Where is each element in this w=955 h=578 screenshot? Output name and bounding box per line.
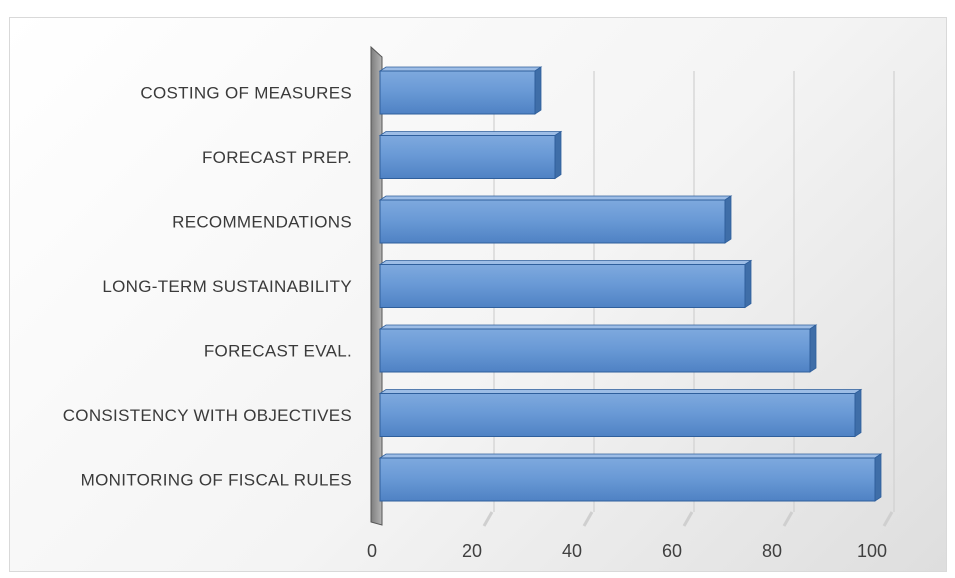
bar-top-face [378, 324, 818, 330]
category-label-consistency-with-objectives: CONSISTENCY WITH OBJECTIVES [63, 406, 352, 425]
bar-top-face [378, 131, 563, 136]
bar-forecast-prep [378, 130, 563, 180]
bar-top-face [378, 389, 863, 394]
bar-top-face [378, 66, 543, 72]
bar-front-face [379, 457, 876, 502]
category-label-costing-of-measures: COSTING OF MEASURES [140, 84, 352, 103]
x-tick-label-100: 100 [857, 541, 887, 561]
bar-monitoring-of-fiscal-rules [378, 453, 883, 502]
bar-costing-of-measures [378, 66, 543, 115]
bar-consistency-with-objectives [378, 388, 863, 438]
bar-top-face [378, 195, 733, 201]
category-label-forecast-eval: FORECAST EVAL. [204, 342, 352, 361]
bar-front-face [379, 328, 811, 373]
bar-front-face [379, 70, 536, 115]
bar-end-face [534, 66, 542, 115]
bar-end-face [554, 130, 562, 180]
x-tick-label-80: 80 [762, 541, 782, 561]
bar-end-face [724, 195, 732, 244]
category-label-recommendations: RECOMMENDATIONS [172, 213, 352, 232]
bar-top-face [378, 260, 753, 265]
bar-long-term-sustainability [378, 259, 753, 309]
floor-tick-20 [482, 511, 494, 527]
category-label-monitoring-of-fiscal-rules: MONITORING OF FISCAL RULES [81, 471, 352, 490]
bar-end-face [854, 388, 862, 438]
x-tick-label-60: 60 [662, 541, 682, 561]
side-wall-panel [370, 45, 383, 526]
x-axis-tick-labels: 0 20 40 60 80 100 [367, 541, 887, 561]
category-labels: COSTING OF MEASURES FORECAST PREP. RECOMME… [63, 84, 352, 490]
x-tick-label-20: 20 [462, 541, 482, 561]
floor-tick-40 [582, 511, 594, 527]
bar-front-face [379, 264, 746, 308]
floor-tick-80 [782, 511, 794, 527]
bar-recommendations [378, 195, 733, 244]
bar-end-face [744, 259, 752, 309]
bar-front-face [379, 393, 856, 437]
bar-forecast-eval [378, 324, 818, 373]
x-tick-label-0: 0 [367, 541, 377, 561]
category-label-forecast-prep: FORECAST PREP. [202, 148, 352, 167]
side-wall [370, 45, 383, 526]
bar-front-face [379, 199, 726, 244]
category-label-long-term-sustainability: LONG-TERM SUSTAINABILITY [102, 277, 352, 296]
floor-tick-100 [882, 511, 894, 527]
floor-tick-60 [682, 511, 694, 527]
bar-front-face [379, 135, 556, 179]
bars [378, 66, 883, 502]
bar-end-face [809, 324, 817, 373]
bar-end-face [874, 453, 882, 502]
x-tick-label-40: 40 [562, 541, 582, 561]
bar-top-face [378, 453, 883, 459]
